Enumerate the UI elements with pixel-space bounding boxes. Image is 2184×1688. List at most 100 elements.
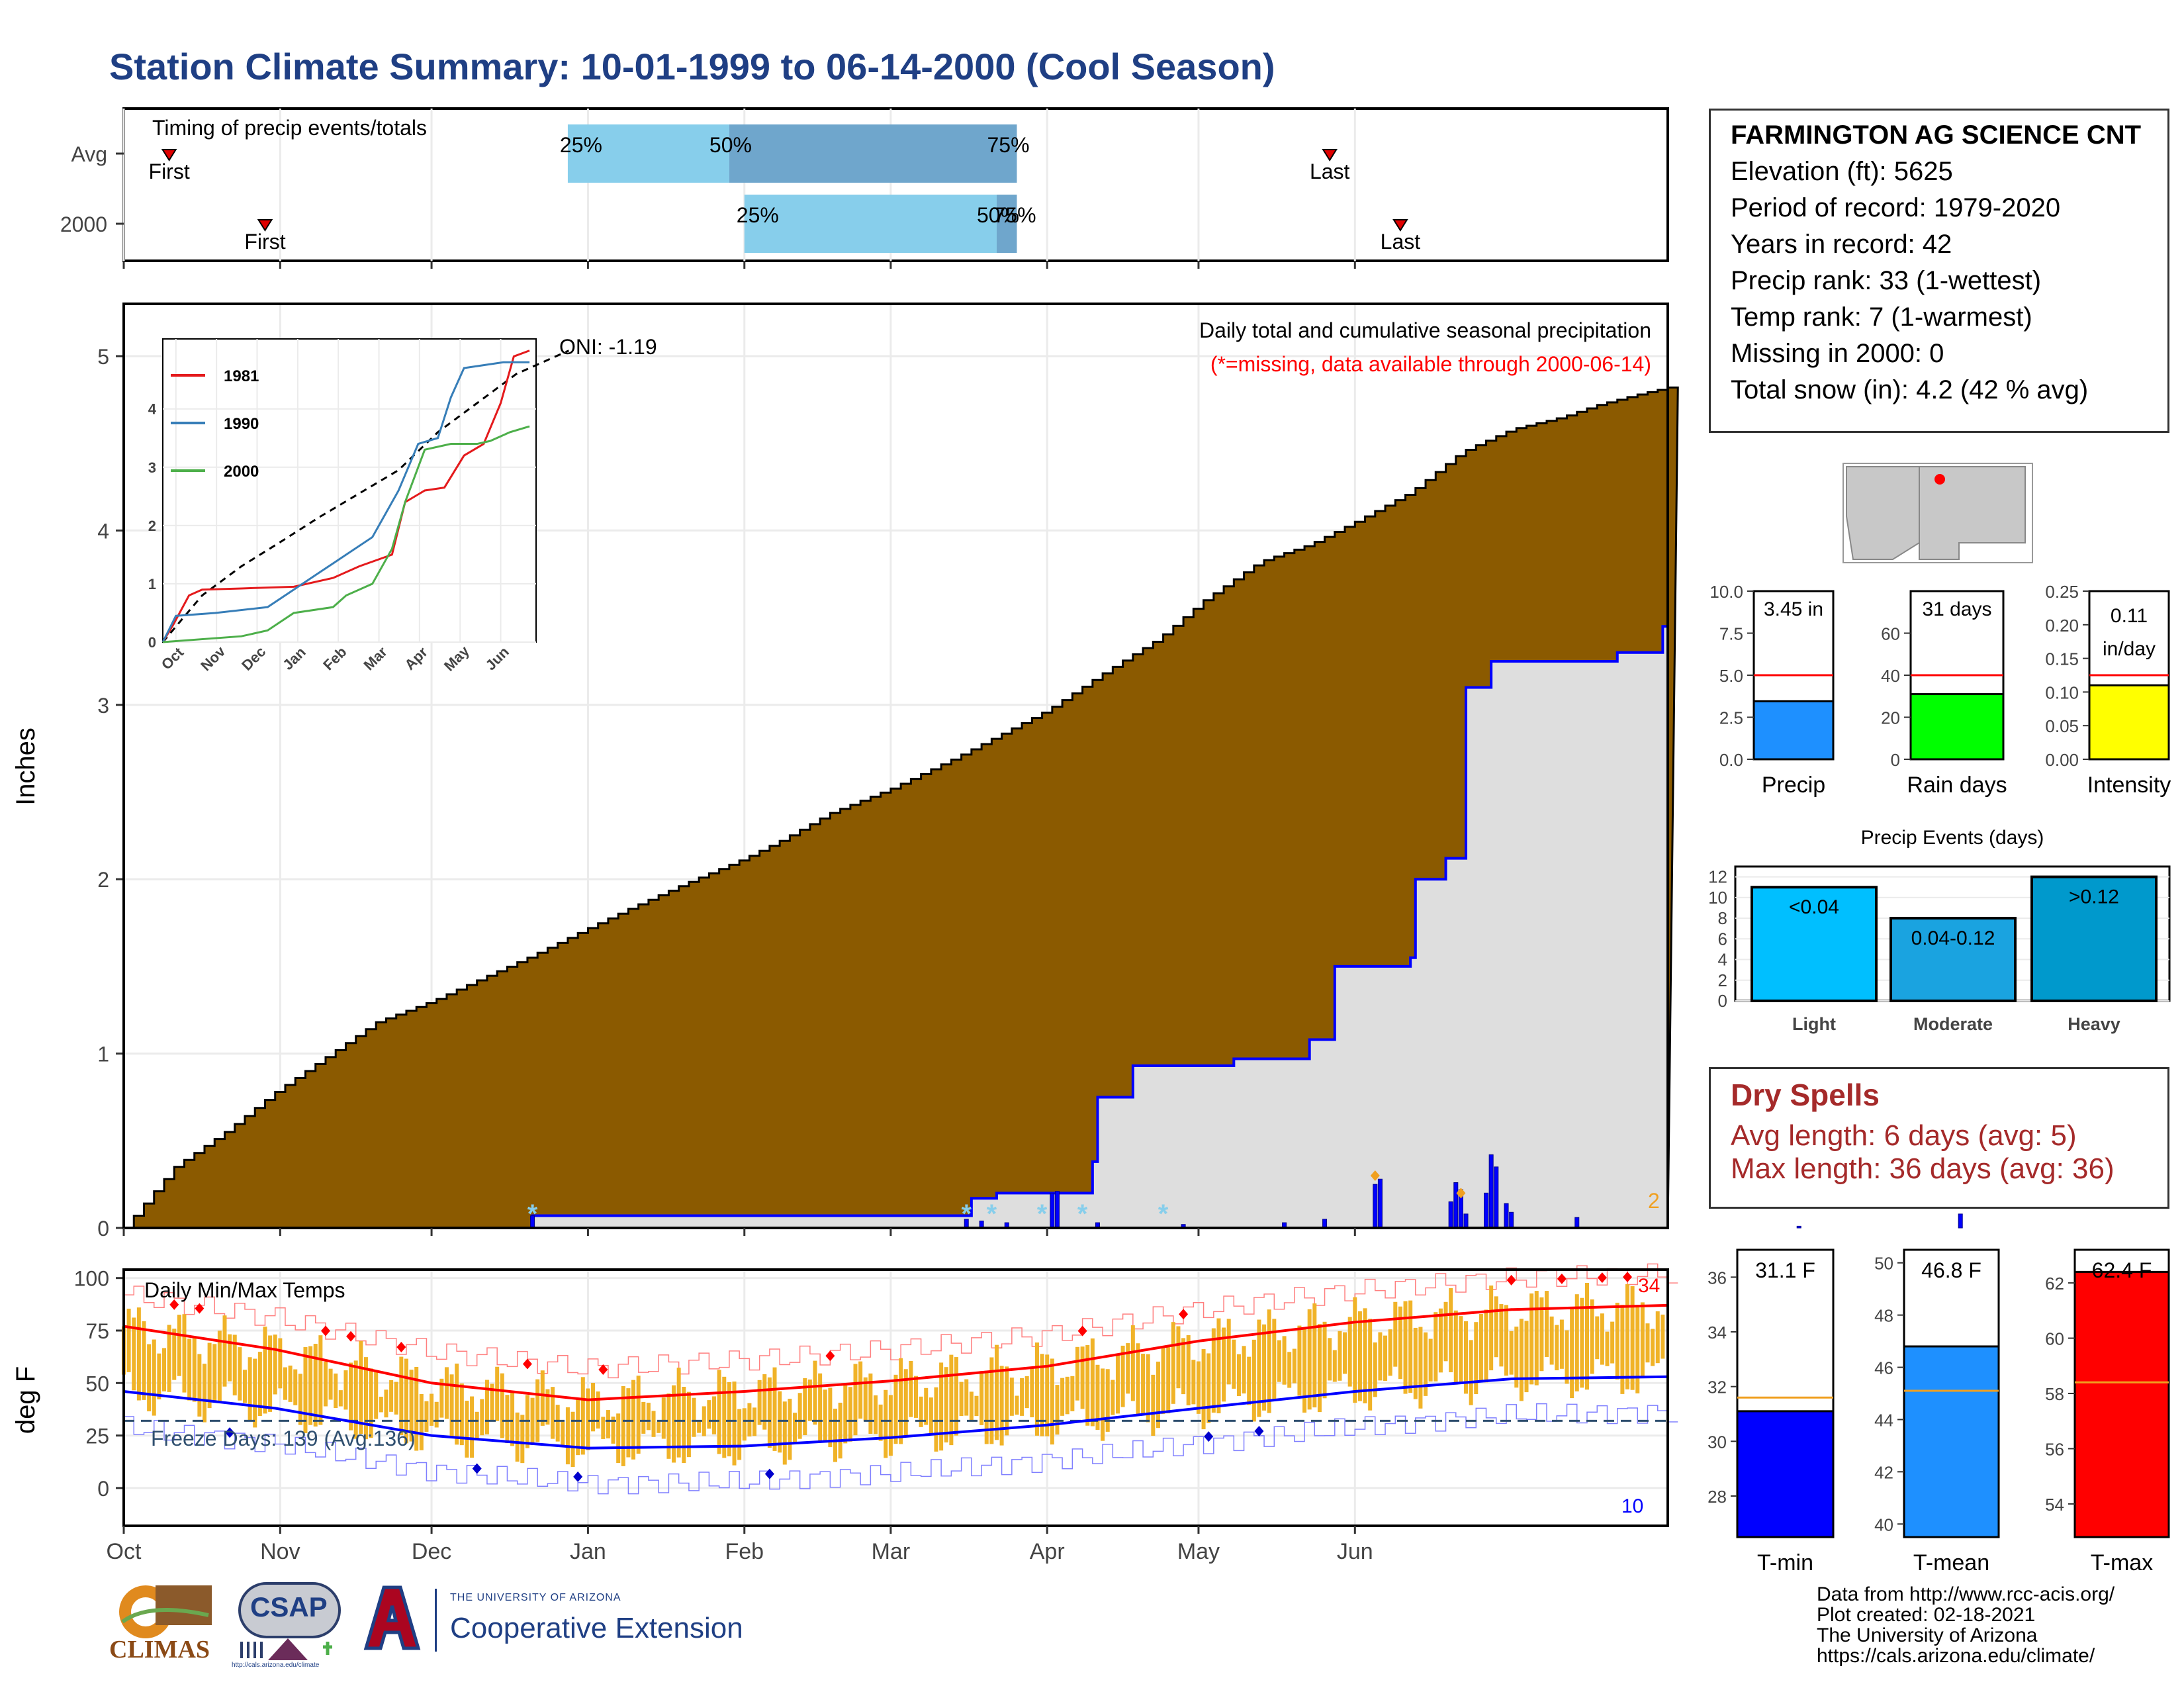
record-high-marker	[346, 1331, 356, 1342]
daily-temp-bar	[1090, 1338, 1095, 1427]
precip-summary-label: Precip	[1762, 773, 1825, 798]
temp-summary-value: 31.1 F	[1755, 1258, 1815, 1282]
daily-temp-bar	[1574, 1294, 1579, 1391]
daily-temp-bar	[1186, 1335, 1191, 1405]
daily-temp-bar	[212, 1344, 217, 1403]
timing-p75-label: 75%	[993, 203, 1036, 227]
precip-summary-value: in/day	[2103, 638, 2156, 660]
daily-temp-bar	[1166, 1347, 1171, 1414]
daily-temp-bar	[404, 1358, 408, 1444]
daily-temp-bar	[1661, 1314, 1665, 1359]
daily-temp-bar	[409, 1370, 414, 1442]
precip-summary-ytick-label: 20	[1881, 708, 1900, 728]
daily-temp-bar	[979, 1371, 984, 1425]
daily-precip-bar	[1504, 1203, 1509, 1229]
inset-legend-label: 1981	[224, 367, 259, 385]
daily-temp-bar	[1640, 1302, 1645, 1378]
record-high-marker	[1506, 1274, 1516, 1286]
daily-temp-bar	[909, 1360, 913, 1417]
timing-bar-50-75	[996, 195, 1017, 253]
record-low-marker	[472, 1463, 482, 1474]
daily-temp-bar	[505, 1395, 510, 1444]
daily-temp-bar	[1317, 1324, 1322, 1413]
daily-temp-bar	[540, 1370, 545, 1426]
daily-temp-bar	[570, 1411, 575, 1468]
daily-temp-bar	[1146, 1354, 1150, 1423]
daily-temp-bar	[1211, 1328, 1216, 1413]
footer-line: Plot created: 02-18-2021	[1817, 1604, 2036, 1626]
events-bar	[1889, 917, 2017, 1002]
inset-series-line	[162, 425, 530, 643]
daily-temp-bar	[1630, 1286, 1635, 1390]
daily-temp-bar	[283, 1367, 287, 1400]
timing-p75-label: 75%	[987, 133, 1029, 157]
daily-temp-bar	[1424, 1332, 1428, 1396]
daily-temp-bar	[1292, 1348, 1297, 1383]
daily-temp-bar	[338, 1390, 343, 1407]
daily-temp-bar	[1580, 1297, 1584, 1388]
daily-temp-bar	[1272, 1319, 1277, 1400]
daily-temp-bar	[1459, 1316, 1463, 1384]
daily-temp-bar	[576, 1398, 580, 1456]
dry-spells-max: Max length: 36 days (avg: 36)	[1731, 1152, 2115, 1185]
daily-temp-bar	[999, 1366, 1004, 1446]
daily-temp-bar	[1605, 1331, 1610, 1366]
triangle-marker-icon	[257, 219, 273, 232]
triangle-marker-icon	[161, 149, 177, 162]
daily-temp-bar	[1565, 1330, 1569, 1384]
daily-temp-bar	[1383, 1335, 1388, 1382]
precip-summary-ytick-label: 0.05	[2045, 716, 2079, 736]
daily-temp-bar	[646, 1403, 651, 1430]
daily-temp-bar	[1156, 1361, 1160, 1429]
temp-summary-label: T-max	[2091, 1550, 2153, 1575]
events-bar-label: >0.12	[2069, 886, 2119, 908]
daily-temp-bar	[888, 1395, 893, 1456]
avg-max-line	[123, 1303, 1668, 1401]
daily-temp-bar	[308, 1346, 313, 1425]
temp-summary-value: 46.8 F	[1921, 1258, 1981, 1282]
precip-summary-ytick-label: 5.0	[1719, 666, 1743, 686]
daily-temp-bar	[197, 1354, 202, 1417]
daily-temp-bar	[1222, 1327, 1226, 1402]
daily-temp-bar	[449, 1374, 454, 1438]
daily-temp-bar	[1559, 1319, 1564, 1369]
daily-temp-bar	[1247, 1356, 1251, 1405]
daily-temp-bar	[1101, 1368, 1105, 1441]
daily-temp-bar	[1111, 1380, 1115, 1415]
precip-summary-value: 0.11	[2111, 605, 2148, 627]
daily-temp-bar	[742, 1408, 747, 1441]
timing-bar-50-75	[729, 124, 1017, 183]
daily-temp-bar	[374, 1371, 379, 1419]
month-label: Apr	[1030, 1539, 1065, 1564]
triangle-marker-icon	[1322, 149, 1338, 162]
precip-frame	[122, 303, 1669, 1229]
ua-extension-text: Cooperative Extension	[450, 1612, 743, 1644]
precip-summary-ytick-label: 0.00	[2045, 750, 2079, 770]
footer-line: The University of Arizona	[1817, 1624, 2038, 1646]
daily-temp-bar	[843, 1385, 848, 1444]
daily-temp-bar	[1196, 1361, 1201, 1414]
daily-temp-bar	[147, 1344, 152, 1412]
daily-temp-bar	[1570, 1307, 1574, 1399]
daily-temp-bar	[303, 1347, 308, 1434]
daily-temp-bar	[1347, 1317, 1352, 1387]
daily-temp-bar	[1126, 1343, 1130, 1394]
avg-cumulative-area	[124, 386, 1679, 1229]
inset-frame	[162, 338, 537, 643]
daily-temp-bar	[788, 1399, 792, 1460]
daily-temp-bar	[1070, 1376, 1075, 1411]
map-state-arizona	[1846, 466, 1920, 560]
daily-temp-bar	[323, 1362, 328, 1407]
temp-ytick-label: 100	[74, 1267, 109, 1291]
station-line: Precip rank: 33 (1-wettest)	[1731, 266, 2042, 295]
daily-temp-bar	[803, 1378, 807, 1436]
daily-temp-bar	[959, 1382, 964, 1417]
daily-precip-bar	[1453, 1182, 1459, 1229]
inset-series-line	[161, 350, 530, 643]
daily-temp-bar	[551, 1387, 555, 1439]
daily-temp-bar	[899, 1358, 903, 1444]
daily-temp-bar	[1130, 1325, 1135, 1401]
daily-temp-bar	[328, 1368, 333, 1400]
daily-temp-bar	[1085, 1345, 1090, 1426]
